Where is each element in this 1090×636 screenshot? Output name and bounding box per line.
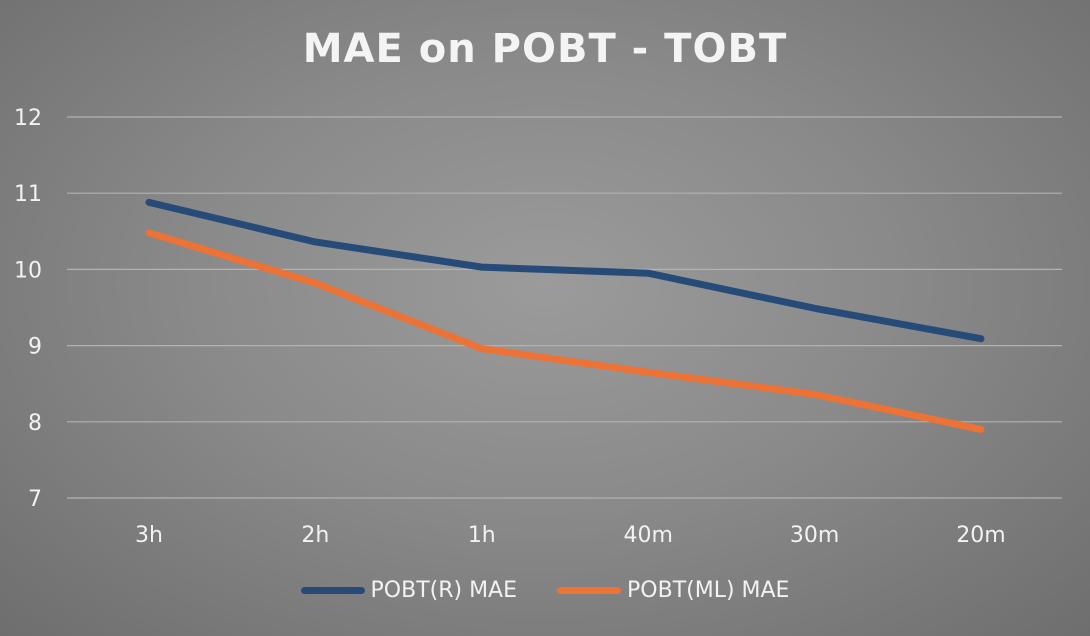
y-tick-label: 7: [28, 487, 42, 512]
series-lines: [145, 198, 985, 433]
y-tick-label: 10: [14, 258, 42, 283]
y-tick-label: 8: [28, 411, 42, 436]
y-tick-label: 11: [14, 182, 42, 207]
gridlines: [67, 116, 1062, 499]
legend-item-ml: POBT(ML) MAE: [557, 578, 789, 603]
legend: POBT(R) MAE POBT(ML) MAE: [0, 578, 1090, 603]
y-tick-label: 9: [28, 335, 42, 360]
x-tick-label: 1h: [468, 523, 496, 548]
x-tick-label: 2h: [301, 523, 329, 548]
x-tick-label: 40m: [623, 523, 672, 548]
legend-swatch-r: [300, 587, 365, 594]
x-tick-label: 30m: [790, 523, 839, 548]
legend-swatch-ml: [557, 587, 622, 594]
x-axis-ticks: 3h 2h 1h 40m 30m 20m: [135, 523, 1006, 548]
series-line-1: [145, 229, 985, 433]
x-tick-label: 20m: [956, 523, 1005, 548]
chart-title: MAE on POBT - TOBT: [302, 26, 788, 72]
x-tick-label: 3h: [135, 523, 163, 548]
legend-label-ml: POBT(ML) MAE: [627, 578, 790, 603]
series-line-0: [145, 198, 985, 343]
y-tick-label: 12: [14, 106, 42, 131]
y-axis-ticks: 7 8 9 10 11 12: [14, 106, 42, 512]
legend-label-r: POBT(R) MAE: [370, 578, 518, 603]
legend-item-r: POBT(R) MAE: [300, 578, 518, 603]
